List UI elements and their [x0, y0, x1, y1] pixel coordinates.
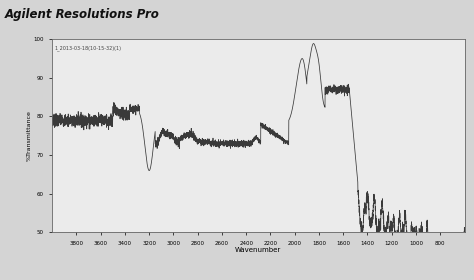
- Text: 1_2013-03-18(10-15-32)(1): 1_2013-03-18(10-15-32)(1): [55, 45, 121, 51]
- X-axis label: Wavenumber: Wavenumber: [235, 247, 282, 253]
- Text: Agilent Resolutions Pro: Agilent Resolutions Pro: [5, 8, 160, 21]
- Y-axis label: %Transmittance: %Transmittance: [27, 110, 32, 161]
